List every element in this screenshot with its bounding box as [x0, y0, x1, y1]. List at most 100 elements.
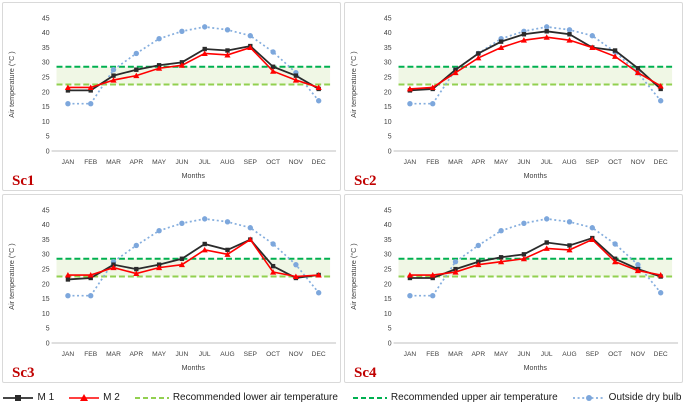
svg-text:FEB: FEB — [84, 351, 97, 358]
m2-line — [67, 238, 319, 278]
svg-text:Months: Months — [524, 172, 548, 180]
m1-marker — [225, 48, 230, 53]
comfort-band — [398, 258, 673, 277]
svg-text:45: 45 — [384, 207, 392, 214]
svg-text:FEB: FEB — [426, 159, 439, 166]
m2-marker — [543, 245, 550, 251]
svg-text:30: 30 — [384, 60, 392, 67]
outside-dry-bulb-marker — [635, 261, 641, 268]
m2-marker — [452, 69, 459, 76]
outside-dry-bulb-marker — [658, 98, 664, 104]
lower-temperature-dashed-icon — [134, 396, 169, 399]
m2-marker — [156, 264, 163, 271]
outside-dry-bulb-marker — [156, 227, 162, 234]
m1-marker — [612, 48, 618, 53]
m2-marker — [520, 37, 527, 43]
svg-text:DEC: DEC — [312, 159, 326, 166]
m1-marker — [134, 266, 139, 272]
svg-text:20: 20 — [384, 281, 392, 288]
m2-marker — [589, 236, 596, 243]
svg-text:APR: APR — [471, 159, 485, 166]
svg-text:20: 20 — [384, 89, 392, 96]
m1-marker — [544, 240, 549, 245]
svg-text:35: 35 — [42, 237, 50, 244]
outside-dry-bulb-marker — [566, 27, 573, 33]
m2-marker — [589, 44, 596, 51]
legend-item-m2: M 2 — [69, 392, 120, 403]
svg-text:NOV: NOV — [631, 351, 646, 358]
comfort-band — [56, 66, 331, 85]
m2-line — [409, 36, 662, 90]
svg-text:30: 30 — [384, 252, 392, 259]
svg-text:DEC: DEC — [654, 351, 668, 358]
m2-marker — [247, 236, 254, 243]
outside-dry-bulb-marker — [430, 293, 436, 299]
outside-dry-bulb-marker — [658, 290, 664, 296]
svg-text:OCT: OCT — [266, 351, 280, 358]
m2-marker — [64, 272, 71, 278]
outside-dry-bulb-marker — [316, 98, 322, 104]
outside-dry-bulb-marker — [156, 35, 162, 42]
svg-text:20: 20 — [42, 89, 50, 96]
m1-marker — [293, 73, 299, 78]
m1-line — [409, 237, 661, 279]
outside-dry-bulb-marker — [202, 216, 208, 222]
m2-marker — [657, 82, 664, 89]
svg-text:AUG: AUG — [220, 159, 234, 166]
m1-line — [409, 30, 662, 92]
m2-marker — [498, 44, 505, 51]
m1-marker — [521, 252, 527, 257]
m2-marker — [87, 272, 94, 278]
outside-dry-bulb-dotted-icon — [572, 394, 605, 401]
m2-marker — [292, 273, 299, 279]
m1-marker — [65, 277, 71, 282]
svg-text:AUG: AUG — [562, 159, 576, 166]
svg-text:FEB: FEB — [426, 351, 439, 358]
svg-text:20: 20 — [42, 281, 50, 288]
chart-sc4: 0 5 10 15 20 25 30 35 40 45 JAN FEB MAR APR MAY JUN JUL A… — [350, 207, 679, 372]
outside-dry-bulb-marker — [544, 24, 550, 30]
svg-text:5: 5 — [388, 134, 392, 141]
m1-marker — [498, 255, 504, 260]
outside-dry-bulb-marker — [247, 33, 253, 39]
m2-marker — [634, 69, 641, 76]
svg-text:10: 10 — [42, 119, 50, 126]
m2-marker — [64, 84, 71, 90]
legend-item-outside: Outside dry bulb — [572, 392, 682, 403]
m2-line — [67, 46, 319, 89]
outside-dry-bulb-marker — [475, 242, 481, 249]
legend-label-m2: M 2 — [103, 392, 120, 403]
svg-text:Months: Months — [182, 364, 206, 372]
svg-text:25: 25 — [42, 266, 50, 273]
m2-marker — [292, 77, 299, 83]
svg-text:40: 40 — [384, 30, 392, 37]
m2-marker — [224, 51, 231, 58]
legend: M 1 M 2 Recommended lower air temperatur… — [2, 383, 683, 410]
outside-dry-bulb-marker — [589, 225, 595, 231]
m1-marker — [498, 39, 504, 44]
svg-text:15: 15 — [42, 104, 50, 111]
outside-dry-bulb-marker — [589, 33, 595, 39]
m1-marker — [202, 241, 207, 247]
svg-text:OCT: OCT — [266, 159, 280, 166]
outside-dry-bulb-marker — [110, 67, 117, 73]
svg-text:JAN: JAN — [404, 159, 417, 166]
legend-label-outside: Outside dry bulb — [608, 392, 682, 403]
svg-text:0: 0 — [46, 148, 50, 155]
svg-text:JUN: JUN — [175, 351, 188, 358]
m2-marker — [156, 65, 163, 71]
svg-text:15: 15 — [384, 104, 392, 111]
svg-text:DEC: DEC — [312, 351, 326, 358]
m2-marker — [224, 251, 231, 257]
chart-sc1: 0 5 10 15 20 25 30 35 40 45 JAN FEB MAR APR MAY JUN JUL A… — [8, 15, 337, 180]
scenario-label-sc1: Sc1 — [12, 173, 35, 189]
svg-text:45: 45 — [42, 15, 50, 22]
chart-panel-sc1: 0 5 10 15 20 25 30 35 40 45 JAN FEB MAR APR MAY JUN JUL A… — [2, 2, 341, 191]
svg-text:OCT: OCT — [608, 159, 622, 166]
chart-panel-sc4: 0 5 10 15 20 25 30 35 40 45 JAN FEB MAR APR MAY JUN JUL A… — [344, 194, 683, 383]
outside-dry-bulb-marker — [133, 242, 139, 249]
outside-dry-bulb-marker — [612, 241, 618, 247]
m1-marker — [407, 275, 413, 281]
legend-item-upper: Recommended upper air temperature — [352, 392, 558, 403]
